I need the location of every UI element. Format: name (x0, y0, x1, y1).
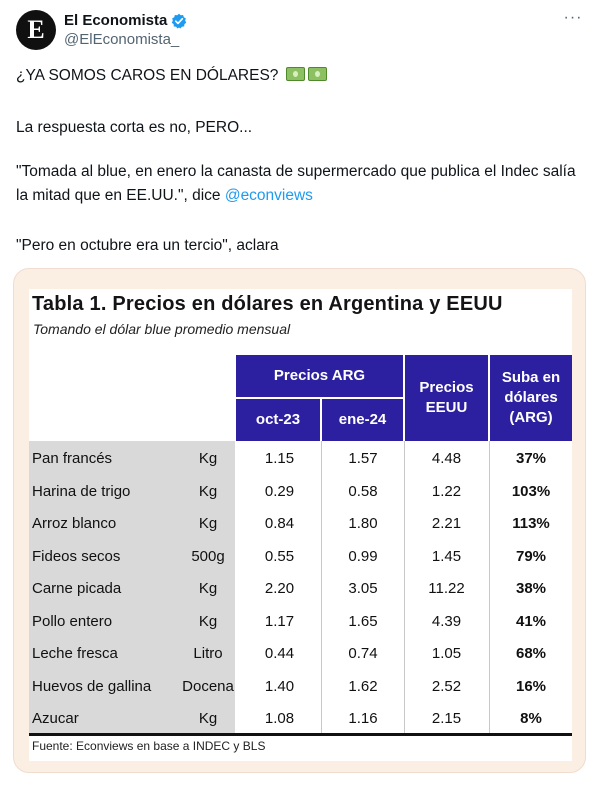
table-row: Azucar Kg 1.08 1.16 2.15 8% (29, 703, 572, 736)
product-name: Carne picada (32, 580, 122, 597)
product-unit: Kg (198, 515, 218, 532)
table-row: Fideos secos 500g 0.55 0.99 1.45 79% (29, 541, 572, 574)
header-oct: oct-23 (236, 399, 320, 441)
price-eeuu: 2.52 (431, 677, 462, 695)
price-ene: 1.65 (348, 612, 378, 630)
product-name: Azucar (32, 710, 79, 727)
table-title: Tabla 1. Precios en dólares en Argentina… (32, 293, 503, 315)
table-row: Huevos de gallina Docena 1.40 1.62 2.52 … (29, 671, 572, 704)
divider (489, 441, 490, 733)
money-bill-icon (285, 67, 305, 81)
table-bottom-border (29, 733, 572, 736)
divider (404, 441, 405, 733)
price-oct: 1.40 (264, 677, 295, 695)
tweet-line-1-text: ¿YA SOMOS CAROS EN DÓLARES? (16, 67, 279, 84)
price-eeuu: 2.21 (431, 515, 462, 532)
increase-pct: 79% (515, 547, 547, 565)
display-name[interactable]: El Economista (64, 12, 187, 30)
header-ene: ene-24 (322, 399, 403, 441)
price-eeuu: 2.15 (431, 710, 462, 727)
more-options-icon[interactable]: ··· (563, 9, 583, 26)
table-row: Pan francés Kg 1.15 1.57 4.48 37% (29, 443, 572, 476)
tweet-line-3: "Tomada al blue, en enero la canasta de … (16, 160, 586, 208)
price-oct: 0.55 (264, 547, 295, 565)
increase-pct: 37% (515, 450, 547, 467)
increase-pct: 41% (515, 612, 547, 630)
increase-pct: 113% (512, 515, 550, 532)
table-row: Arroz blanco Kg 0.84 1.80 2.21 113% (29, 508, 572, 541)
price-oct: 0.29 (264, 482, 295, 500)
money-bill-icon (307, 67, 327, 81)
price-ene: 1.16 (348, 710, 378, 727)
price-eeuu: 11.22 (428, 580, 465, 597)
price-oct: 1.17 (264, 612, 295, 630)
product-name: Pollo entero (32, 612, 113, 630)
product-unit: 500g (191, 547, 225, 565)
table-source: Fuente: Econviews en base a INDEC y BLS (32, 739, 266, 753)
tweet-line-2: La respuesta corta es no, PERO... (16, 119, 253, 136)
price-eeuu: 1.45 (431, 547, 462, 565)
avatar[interactable]: E (16, 10, 56, 50)
increase-pct: 8% (520, 710, 542, 727)
verified-badge-icon (172, 13, 187, 29)
price-oct: 0.84 (264, 515, 295, 532)
product-unit: Docena (182, 677, 234, 695)
header-precios-arg: Precios ARG (236, 355, 403, 397)
increase-pct: 38% (515, 580, 547, 597)
product-name: Harina de trigo (32, 482, 131, 500)
tweet-image[interactable]: Tabla 1. Precios en dólares en Argentina… (13, 268, 586, 773)
table-row: Carne picada Kg 2.20 3.05 11.22 38% (29, 573, 572, 606)
product-unit: Kg (198, 710, 218, 727)
divider (321, 441, 322, 733)
product-name: Fideos secos (32, 547, 121, 565)
price-ene: 0.58 (348, 482, 378, 500)
price-ene: 3.05 (348, 580, 378, 597)
price-ene: 1.80 (348, 515, 378, 532)
author-names: El Economista @ElEconomista_ (64, 12, 187, 50)
increase-pct: 103% (511, 482, 551, 500)
increase-pct: 68% (515, 645, 547, 662)
tweet-line-3-text: "Tomada al blue, en enero la canasta de … (16, 163, 576, 204)
tweet-header: E El Economista @ElEconomista_ ··· (16, 10, 586, 54)
price-oct: 1.08 (264, 710, 295, 727)
price-oct: 0.44 (264, 645, 295, 662)
table-row: Harina de trigo Kg 0.29 0.58 1.22 103% (29, 476, 572, 509)
product-name: Leche fresca (32, 645, 118, 662)
product-column-background (29, 441, 235, 733)
price-eeuu: 4.48 (431, 450, 462, 467)
table-subtitle: Tomando el dólar blue promedio mensual (33, 321, 291, 337)
header-precios-eeuu: Precios EEUU (405, 355, 488, 441)
tweet-line-4: "Pero en octubre era un tercio", aclara (16, 237, 279, 254)
price-ene: 0.99 (348, 547, 378, 565)
tweet-line-1: ¿YA SOMOS CAROS EN DÓLARES? (16, 64, 327, 88)
product-name: Pan francés (32, 450, 113, 467)
price-oct: 1.15 (264, 450, 295, 467)
price-eeuu: 4.39 (431, 612, 462, 630)
product-name: Huevos de gallina (32, 677, 152, 695)
price-ene: 0.74 (348, 645, 378, 662)
price-oct: 2.20 (264, 580, 295, 597)
table-row: Pollo entero Kg 1.17 1.65 4.39 41% (29, 606, 572, 639)
price-table: Tabla 1. Precios en dólares en Argentina… (29, 289, 572, 761)
price-ene: 1.57 (348, 450, 378, 467)
mention-link[interactable]: @econviews (224, 187, 313, 204)
product-name: Arroz blanco (32, 515, 117, 532)
product-unit: Kg (198, 580, 218, 597)
product-unit: Kg (198, 482, 218, 500)
price-eeuu: 1.22 (431, 482, 462, 500)
price-ene: 1.62 (348, 677, 378, 695)
increase-pct: 16% (515, 677, 547, 695)
table-row: Leche fresca Litro 0.44 0.74 1.05 68% (29, 638, 572, 671)
header-suba: Suba en dólares (ARG) (490, 355, 572, 441)
display-name-text[interactable]: El Economista (64, 12, 168, 29)
price-eeuu: 1.05 (431, 645, 462, 662)
product-unit: Kg (198, 612, 218, 630)
handle[interactable]: @ElEconomista_ (64, 31, 180, 48)
product-unit: Litro (193, 645, 223, 662)
product-unit: Kg (198, 450, 218, 467)
